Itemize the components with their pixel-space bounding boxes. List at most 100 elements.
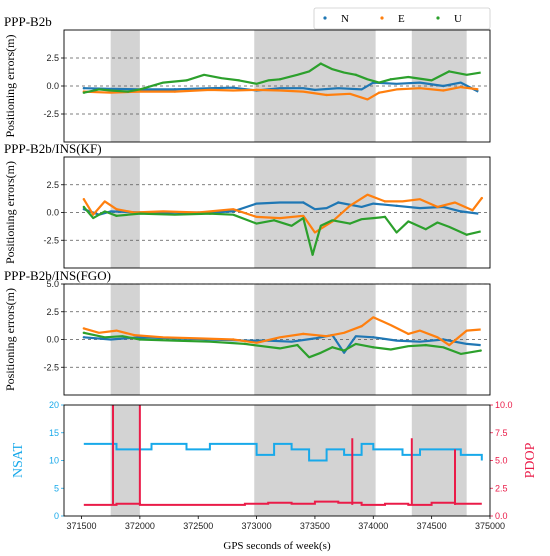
series-e-point <box>436 205 439 209</box>
x-axis-label: GPS seconds of week(s) <box>223 540 331 552</box>
series-u-point <box>272 219 276 222</box>
y-tick-label: -2.5 <box>43 362 59 372</box>
y-tick-label: 2.5 <box>46 180 59 190</box>
series-u-point <box>383 215 387 219</box>
x-tick-label: 372500 <box>183 521 213 531</box>
series-e-line <box>82 193 483 234</box>
series-u-point <box>479 349 482 352</box>
legend-marker-u <box>436 16 440 20</box>
series-e-line <box>83 316 481 347</box>
y-right-tick-label: 0.0 <box>495 511 508 521</box>
legend-box <box>313 7 491 30</box>
series-u-point <box>319 62 322 65</box>
series-u-line <box>83 331 481 359</box>
series-u-line <box>83 62 481 94</box>
y-axis-label: Positioning errors(m) <box>3 35 17 138</box>
series-u-point <box>243 342 247 346</box>
y-tick-label: -2.5 <box>43 109 59 119</box>
series-e-point <box>480 196 484 200</box>
series-e-point <box>442 89 445 92</box>
series-e-point <box>383 200 387 203</box>
series-e-point <box>447 343 451 347</box>
panel-frame <box>63 29 491 143</box>
series-e-point <box>255 88 258 92</box>
series-e-point <box>325 93 328 97</box>
series-u-point <box>208 212 212 215</box>
series-e-point <box>173 90 177 93</box>
series-u-point <box>348 222 352 225</box>
series-u-point <box>372 346 375 349</box>
y-right-tick-label: 5.0 <box>495 456 508 466</box>
series-e-line <box>83 85 479 101</box>
x-tick-label: 374500 <box>417 521 447 531</box>
series-u-point <box>138 338 142 341</box>
series-u-point <box>296 343 299 347</box>
shaded-interval <box>110 405 140 516</box>
panel-frame <box>63 404 491 517</box>
panel-title: PPP-B2b <box>4 14 52 29</box>
y-tick-label: 0.0 <box>46 81 59 91</box>
y-tick-label: 5.0 <box>46 279 59 289</box>
series-n-point <box>372 336 375 339</box>
series-e-point <box>302 332 305 336</box>
shaded-interval <box>254 30 376 142</box>
series-u-point <box>278 78 282 81</box>
y-tick-label: 0.0 <box>46 335 59 345</box>
panel-frame <box>63 156 491 269</box>
y-tick-label: 2.5 <box>46 53 59 63</box>
series-u-point <box>389 78 392 81</box>
series-u-point <box>424 343 428 347</box>
y-axis-label: Positioning errors(m) <box>3 288 17 391</box>
series-u-point <box>424 227 428 231</box>
series-e-point <box>278 216 282 220</box>
y-left-tick-label: 20 <box>49 400 59 410</box>
x-tick-label: 372000 <box>125 521 155 531</box>
series-u-point <box>331 346 334 349</box>
series-n-point <box>459 210 463 213</box>
y-right-tick-label: 7.5 <box>495 428 508 438</box>
y-axis-label: Positioning errors(m) <box>3 161 17 264</box>
panel-2: -2.5 0.0 2.5 PPP-B2b/INS(KF) Positioning err… <box>3 141 491 269</box>
shaded-interval <box>411 405 467 516</box>
y-left-tick-label: 10 <box>49 456 59 466</box>
series-e-point <box>132 333 136 337</box>
y-left-axis-label: NSAT <box>11 443 26 478</box>
x-tick-label: 371500 <box>66 521 96 531</box>
series-e-point <box>82 197 86 201</box>
series-u-point <box>465 233 468 236</box>
panel-title: PPP-B2b/INS(FGO) <box>4 268 111 283</box>
y-right-axis-label: PDOP <box>523 442 538 478</box>
pdop-line <box>83 500 482 506</box>
series-e-point <box>232 338 235 341</box>
legend-label-n: N <box>341 13 349 25</box>
y-right-tick-label: 2.5 <box>495 483 508 493</box>
series-u-point <box>82 205 86 209</box>
series-u-point <box>82 331 86 335</box>
panel-1: -2.5 0.0 2.5 PPP-B2b Positioning errors(m) <box>3 14 491 143</box>
series-e-point <box>407 332 410 336</box>
legend-marker-n <box>323 16 327 20</box>
series-u-point <box>311 253 314 256</box>
series-n-point <box>313 88 317 92</box>
series-n-point <box>442 84 445 88</box>
series-n-point <box>82 87 86 90</box>
legend-marker-e <box>380 16 384 20</box>
x-tick-label: 373000 <box>242 521 272 531</box>
panel-title: PPP-B2b/INS(KF) <box>4 141 102 156</box>
series-u-point <box>126 90 130 93</box>
shaded-interval <box>254 157 376 268</box>
series-u-point <box>82 91 86 94</box>
series-u-point <box>115 214 118 218</box>
series-n-point <box>302 201 305 204</box>
legend-label-e: E <box>398 13 405 25</box>
series-n-point <box>232 210 235 213</box>
y-left-tick-label: 0 <box>54 511 59 521</box>
series-u-point <box>354 73 357 77</box>
y-tick-label: -2.5 <box>43 235 59 245</box>
y-left-tick-label: 15 <box>49 428 59 438</box>
series-n-point <box>173 88 177 91</box>
series-n-line <box>83 81 479 93</box>
series-u-point <box>447 70 451 73</box>
